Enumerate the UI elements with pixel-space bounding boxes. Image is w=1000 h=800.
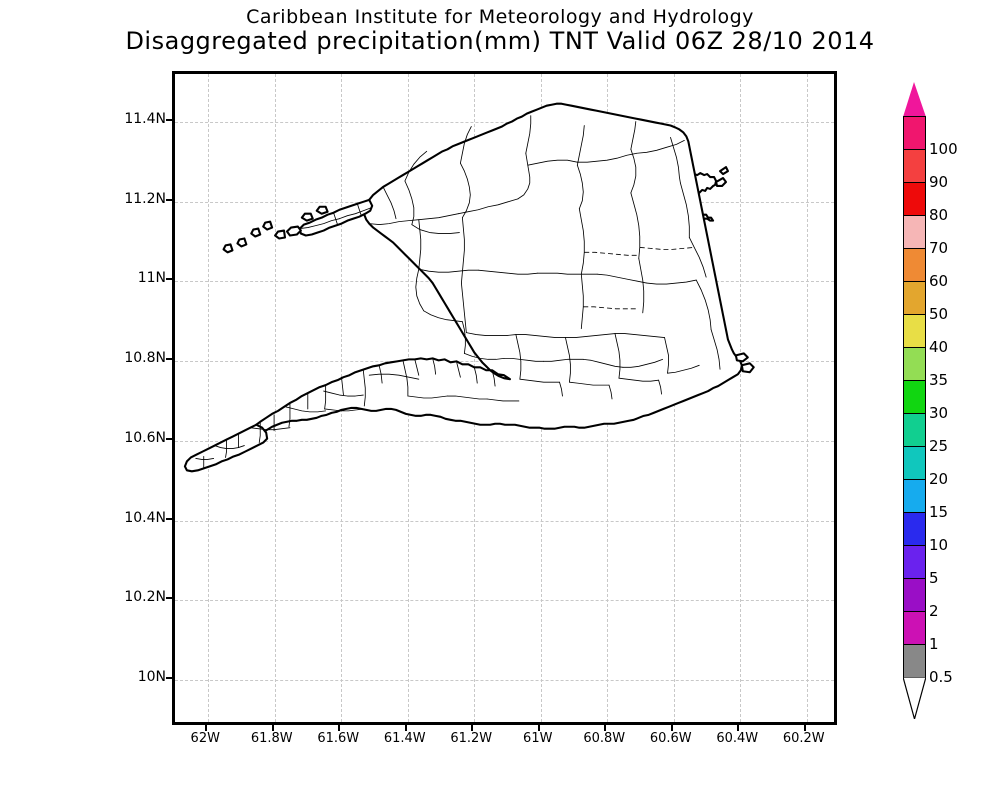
colorbar-band [904,381,925,414]
gridline-horizontal [175,121,834,123]
x-axis-tick-label: 60.8W [583,731,626,746]
y-axis-tickmark [166,437,172,440]
x-axis-tickmark [803,725,806,731]
y-axis-tickmark [166,597,172,600]
gridline-vertical [740,74,742,722]
gridline-vertical [208,74,210,722]
y-axis-tick-label: 10N [137,669,166,686]
y-axis-tick-label: 10.8N [124,350,166,367]
colorbar-band [904,447,925,480]
gridline-vertical [274,74,276,722]
colorbar-tick-label: 25 [929,437,949,455]
x-axis-tick-label: 61W [523,731,553,746]
colorbar-tick-label: 60 [929,272,949,290]
colorbar-tick-label: 90 [929,173,949,191]
colorbar-band [904,414,925,447]
y-axis-tick-label: 10.2N [124,589,166,606]
y-axis-tickmark [166,278,172,281]
x-axis-tickmark [404,725,407,731]
x-axis-tick-label: 61.2W [450,731,493,746]
colorbar: 100 90 80 70 60 50 40 35 30 25 20 15 10 5 2 1 0.5 [896,80,996,720]
x-axis-tick-label: 61.6W [317,731,360,746]
y-axis-tickmark [166,677,172,680]
x-axis-tick-label: 61.4W [383,731,426,746]
y-axis-tick-label: 10.4N [124,509,166,526]
x-axis-tickmark [471,725,474,731]
colorbar-band [904,249,925,282]
x-axis-tick-label: 61.8W [250,731,293,746]
colorbar-band [904,216,925,249]
x-axis-tickmark [537,725,540,731]
colorbar-tick-label: 5 [929,569,939,587]
colorbar-band [904,348,925,381]
gridline-vertical [806,74,808,722]
x-axis-tick-label: 62W [190,731,220,746]
trinidad-island [183,102,755,473]
colorbar-band [904,579,925,612]
y-axis-tick-label: 11N [137,270,166,287]
colorbar-under-arrow [903,677,926,719]
colorbar-band [904,282,925,315]
x-axis-tickmark [205,725,208,731]
colorbar-bands [903,116,926,679]
colorbar-tick-label: 20 [929,470,949,488]
colorbar-band [904,513,925,546]
map-plot-area [172,71,837,725]
colorbar-band [904,480,925,513]
colorbar-tick-label: 80 [929,206,949,224]
colorbar-band [904,150,925,183]
map-geometry [183,102,755,473]
colorbar-tick-label: 70 [929,239,949,257]
gridline-horizontal [175,440,834,442]
x-axis-tick-label: 60.6W [649,731,692,746]
colorbar-tick-label: 40 [929,338,949,356]
colorbar-tick-label: 10 [929,536,949,554]
gridline-horizontal [175,680,834,682]
x-axis-tickmark [271,725,274,731]
page-title: Disaggregated precipitation(mm) TNT Vali… [125,27,875,55]
colorbar-tick-label: 30 [929,404,949,422]
x-axis-tick-label: 60.2W [782,731,825,746]
x-axis-tickmark [737,725,740,731]
y-axis-tick-label: 10.6N [124,429,166,446]
colorbar-tick-label: 35 [929,371,949,389]
y-axis-tickmark [166,198,172,201]
map-plot-inner [175,74,834,722]
x-axis-tickmark [670,725,673,731]
colorbar-over-arrow [903,82,926,117]
colorbar-tick-label: 2 [929,602,939,620]
colorbar-band [904,117,925,150]
colorbar-tick-label: 15 [929,503,949,521]
y-axis-tickmark [166,358,172,361]
gridline-horizontal [175,600,834,602]
x-axis-tickmark [338,725,341,731]
gridline-horizontal [175,520,834,522]
institute-title: Caribbean Institute for Meteorology and … [246,6,754,28]
colorbar-band [904,546,925,579]
y-axis-tick-label: 11.4N [124,110,166,127]
colorbar-band [904,645,925,678]
y-axis-tick-label: 11.2N [124,190,166,207]
x-axis-tick-label: 60.4W [716,731,759,746]
colorbar-tick-label: 1 [929,635,939,653]
colorbar-band [904,183,925,216]
colorbar-band [904,315,925,348]
x-axis-tickmark [604,725,607,731]
y-axis-tickmark [166,517,172,520]
colorbar-tick-label: 50 [929,305,949,323]
colorbar-tick-label: 0.5 [929,668,953,686]
colorbar-band [904,612,925,645]
y-axis-tickmark [166,118,172,121]
colorbar-tick-label: 100 [929,140,958,158]
